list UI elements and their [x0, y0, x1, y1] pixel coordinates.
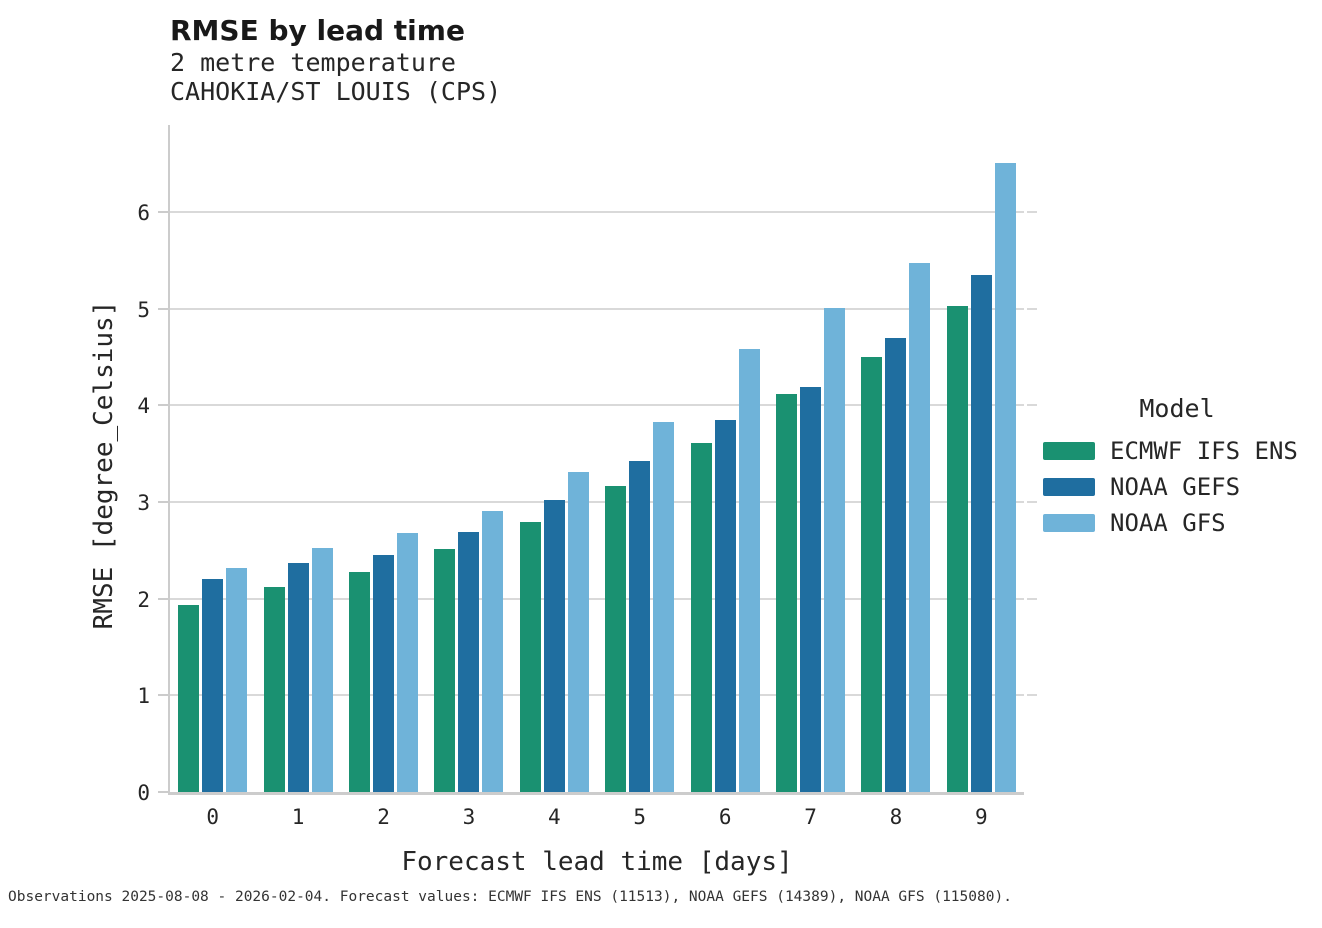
y-tick-mark	[158, 597, 168, 600]
bar-ecmwf-ifs-ens	[263, 587, 285, 792]
chart-subtitle-station: CAHOKIA/ST LOUIS (CPS)	[170, 77, 502, 106]
x-axis-ticks: 0 1 2 3 4 5 6 7 8 9	[170, 805, 1024, 829]
y-tick-label: 5	[137, 297, 150, 322]
bar-noaa-gefs	[629, 461, 651, 792]
x-axis-label: Forecast lead time [days]	[401, 847, 793, 877]
gridline	[170, 694, 1024, 697]
y-tick-mark	[1027, 501, 1037, 503]
bar-noaa-gfs	[397, 532, 419, 792]
x-tick-label: 4	[548, 805, 561, 829]
y-tick-label: 1	[137, 684, 150, 709]
gridline	[170, 307, 1024, 310]
y-tick-mark	[158, 211, 168, 213]
bar-ecmwf-ifs-ens	[178, 604, 200, 792]
bar-ecmwf-ifs-ens	[861, 357, 883, 792]
legend-swatch	[1043, 478, 1095, 496]
y-tick-mark	[1027, 694, 1037, 697]
x-tick-label: 3	[462, 805, 476, 829]
y-tick-mark	[158, 694, 168, 697]
legend-swatch	[1043, 514, 1095, 532]
x-tick-label: 1	[291, 805, 305, 829]
caption-text: Observations 2025-08-08 - 2026-02-04. Fo…	[8, 889, 1012, 905]
bar-group	[853, 125, 938, 792]
x-tick-label: 7	[804, 805, 817, 829]
bar-ecmwf-ifs-ens	[776, 393, 798, 792]
bar-group	[426, 125, 511, 792]
y-tick-label: 0	[137, 781, 150, 805]
bar-noaa-gefs	[800, 387, 822, 792]
bar-group	[939, 125, 1024, 792]
bar-noaa-gefs	[714, 419, 736, 792]
legend-title: Model	[1139, 394, 1215, 423]
x-tick-label: 8	[889, 805, 903, 829]
bar-group	[597, 125, 682, 792]
bar-group	[255, 125, 340, 792]
bar-group	[341, 125, 426, 792]
bar-noaa-gefs	[287, 562, 309, 792]
legend-item: ECMWF IFS ENS	[1043, 433, 1311, 469]
chart-header: RMSE by lead time 2 metre temperature CA…	[170, 14, 501, 106]
y-tick-mark	[1027, 404, 1037, 407]
bar-ecmwf-ifs-ens	[519, 522, 541, 792]
legend-items: ECMWF IFS ENS NOAA GEFS NOAA GFS	[1043, 433, 1311, 541]
bar-noaa-gfs	[567, 472, 589, 792]
x-tick-label: 0	[206, 805, 220, 829]
bar-ecmwf-ifs-ens	[349, 571, 371, 792]
y-tick-mark	[158, 307, 168, 310]
gridline	[170, 501, 1024, 503]
bar-group	[682, 125, 767, 792]
legend-item: NOAA GFS	[1043, 505, 1311, 541]
bar-noaa-gfs	[909, 263, 931, 792]
y-tick-mark	[158, 791, 168, 793]
bar-noaa-gfs	[994, 162, 1016, 792]
gridline	[170, 597, 1024, 600]
bar-ecmwf-ifs-ens	[690, 443, 712, 792]
y-tick-label: 3	[137, 491, 150, 515]
gridline	[170, 211, 1024, 213]
y-tick-label: 2	[137, 587, 150, 612]
bar-noaa-gefs	[202, 579, 224, 792]
bar-group	[512, 125, 597, 792]
y-tick-mark	[1027, 597, 1037, 600]
y-tick-mark	[1027, 307, 1037, 310]
y-axis-label: RMSE [degree_Celsius]	[89, 300, 119, 630]
bar-group	[768, 125, 853, 792]
bar-noaa-gefs	[458, 532, 480, 792]
bar-noaa-gfs	[653, 421, 675, 792]
x-tick-label: 6	[718, 805, 732, 829]
legend-item-label: NOAA GFS	[1110, 509, 1226, 537]
bar-ecmwf-ifs-ens	[946, 305, 968, 792]
bar-noaa-gefs	[543, 500, 565, 792]
x-tick-label: 5	[633, 805, 647, 829]
plot-area: 0 1 2 3 4 5 6 0 1 2 3 4 5 6 7 8 9 Forecast lead time [d…	[137, 125, 1037, 877]
bar-noaa-gfs	[226, 567, 248, 792]
bar-noaa-gefs	[885, 337, 907, 792]
bar-noaa-gefs	[970, 274, 992, 792]
x-tick-label: 9	[975, 805, 988, 829]
x-tick-label: 2	[377, 805, 390, 829]
chart-subtitle-variable: 2 metre temperature	[170, 48, 456, 77]
bar-noaa-gfs	[482, 510, 504, 792]
y-tick-mark	[158, 404, 168, 407]
bar-ecmwf-ifs-ens	[434, 549, 456, 792]
y-tick-mark	[158, 501, 168, 503]
bars-layer	[170, 125, 1024, 792]
legend-item-label: ECMWF IFS ENS	[1110, 437, 1298, 465]
bar-noaa-gfs	[738, 349, 760, 792]
y-tick-mark	[1027, 211, 1037, 213]
gridline	[170, 404, 1024, 407]
legend-item: NOAA GEFS	[1043, 469, 1311, 505]
bar-ecmwf-ifs-ens	[605, 485, 627, 792]
legend-swatch	[1043, 442, 1095, 460]
bar-group	[170, 125, 255, 792]
bar-noaa-gfs	[824, 307, 846, 792]
legend-item-label: NOAA GEFS	[1110, 473, 1241, 501]
y-tick-label: 6	[137, 201, 150, 225]
chart-title: RMSE by lead time	[170, 14, 465, 47]
y-tick-label: 4	[137, 394, 150, 419]
bar-noaa-gfs	[311, 548, 333, 792]
bar-noaa-gefs	[373, 555, 395, 792]
legend: Model ECMWF IFS ENS NOAA GEFS NOAA GFS	[1043, 394, 1311, 541]
